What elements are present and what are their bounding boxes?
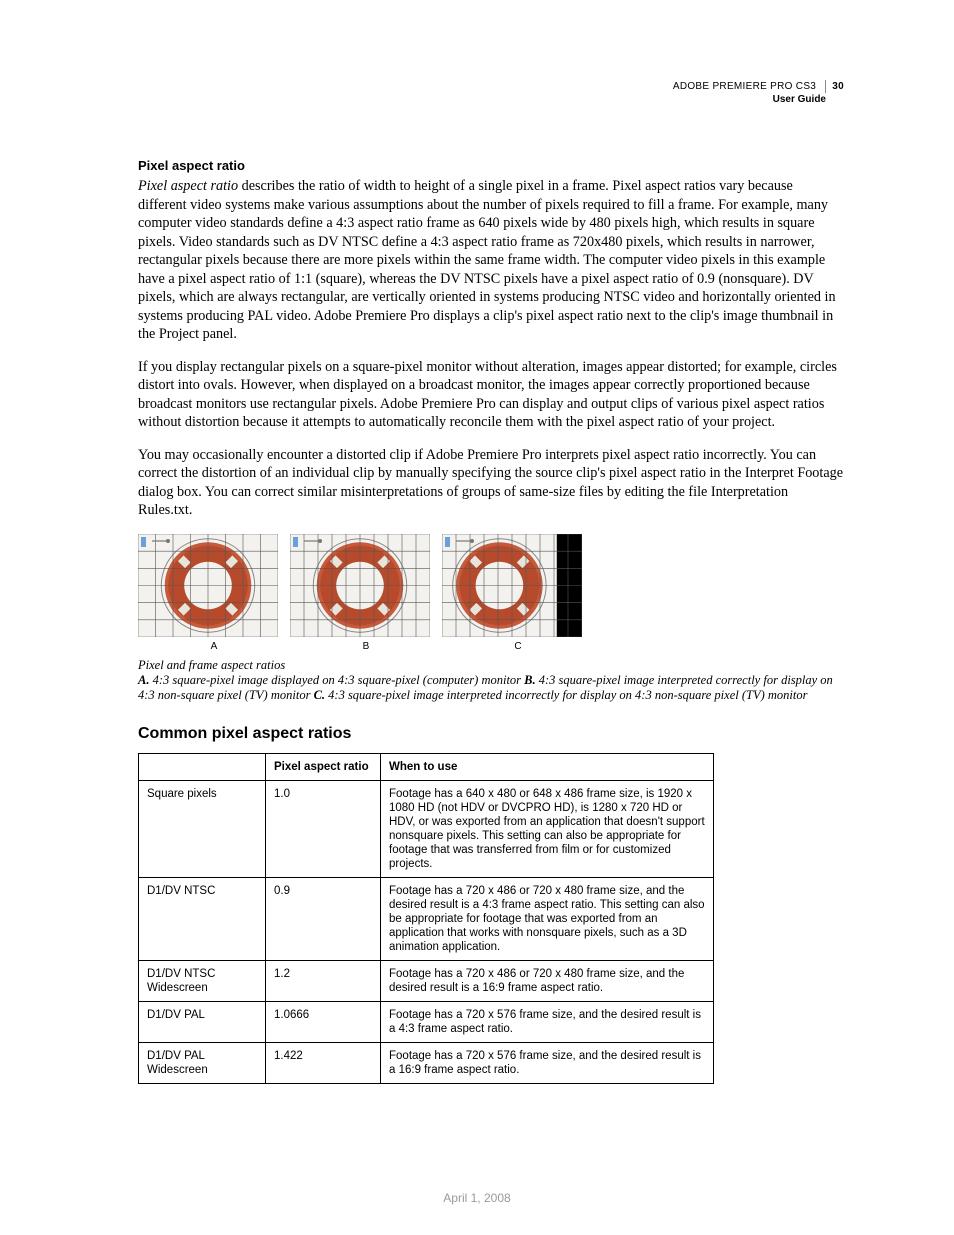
- figure-panel-label: B: [290, 641, 442, 652]
- table-cell: Footage has a 640 x 480 or 648 x 486 fra…: [381, 780, 714, 877]
- figure-labels: ABC: [138, 641, 844, 652]
- table-row: Square pixels1.0Footage has a 640 x 480 …: [139, 780, 714, 877]
- table-cell: 1.0666: [266, 1001, 381, 1042]
- page-footer-date: April 1, 2008: [0, 1191, 954, 1205]
- caption-c-label: C.: [314, 688, 325, 702]
- caption-a-label: A.: [138, 673, 149, 687]
- paragraph-2: If you display rectangular pixels on a s…: [138, 358, 844, 432]
- table-header-cell: Pixel aspect ratio: [266, 753, 381, 780]
- table-header-cell: [139, 753, 266, 780]
- table-cell: D1/DV PAL Widescreen: [139, 1042, 266, 1083]
- paragraph-1-lead: Pixel aspect ratio: [138, 178, 238, 194]
- figure-row: [138, 534, 844, 637]
- header-product: ADOBE PREMIERE PRO CS3: [673, 81, 816, 92]
- table-header-cell: When to use: [381, 753, 714, 780]
- table-cell: 1.2: [266, 960, 381, 1001]
- table-header-row: Pixel aspect ratio When to use: [139, 753, 714, 780]
- table-cell: Footage has a 720 x 576 frame size, and …: [381, 1001, 714, 1042]
- table-cell: D1/DV PAL: [139, 1001, 266, 1042]
- table-row: D1/DV PAL1.0666Footage has a 720 x 576 f…: [139, 1001, 714, 1042]
- content: Pixel aspect ratio Pixel aspect ratio de…: [138, 80, 844, 1084]
- table-cell: 1.0: [266, 780, 381, 877]
- table-cell: 0.9: [266, 877, 381, 960]
- header-doc-title: User Guide: [673, 93, 844, 106]
- table-cell: Footage has a 720 x 486 or 720 x 480 fra…: [381, 960, 714, 1001]
- figure-panel: [290, 534, 430, 637]
- table-cell: Footage has a 720 x 576 frame size, and …: [381, 1042, 714, 1083]
- table-row: D1/DV NTSC0.9Footage has a 720 x 486 or …: [139, 877, 714, 960]
- header-page-number: 30: [825, 80, 844, 93]
- page-header: ADOBE PREMIERE PRO CS3 30 User Guide: [673, 80, 844, 106]
- table-cell: D1/DV NTSC Widescreen: [139, 960, 266, 1001]
- paragraph-1: Pixel aspect ratio describes the ratio o…: [138, 177, 844, 344]
- aspect-ratio-table: Pixel aspect ratio When to use Square pi…: [138, 753, 714, 1084]
- table-cell: D1/DV NTSC: [139, 877, 266, 960]
- caption-b-label: B.: [524, 673, 535, 687]
- figure-panel: [138, 534, 278, 637]
- figure-panel-label: A: [138, 641, 290, 652]
- table-body: Square pixels1.0Footage has a 640 x 480 …: [139, 780, 714, 1083]
- table-heading: Common pixel aspect ratios: [138, 725, 844, 743]
- figure-caption-detail: A. 4:3 square-pixel image displayed on 4…: [138, 673, 844, 703]
- table-row: D1/DV PAL Widescreen1.422Footage has a 7…: [139, 1042, 714, 1083]
- paragraph-3: You may occasionally encounter a distort…: [138, 446, 844, 520]
- caption-c-text: 4:3 square-pixel image interpreted incor…: [325, 688, 807, 702]
- table-cell: 1.422: [266, 1042, 381, 1083]
- figure-panel: [442, 534, 582, 637]
- figure-panel-label: C: [442, 641, 594, 652]
- table-row: D1/DV NTSC Widescreen1.2Footage has a 72…: [139, 960, 714, 1001]
- section-heading: Pixel aspect ratio: [138, 158, 844, 173]
- page: ADOBE PREMIERE PRO CS3 30 User Guide Pix…: [0, 0, 954, 1235]
- paragraph-1-rest: describes the ratio of width to height o…: [138, 178, 836, 342]
- figure-caption-title: Pixel and frame aspect ratios: [138, 658, 844, 673]
- table-cell: Footage has a 720 x 486 or 720 x 480 fra…: [381, 877, 714, 960]
- caption-a-text: 4:3 square-pixel image displayed on 4:3 …: [149, 673, 524, 687]
- table-cell: Square pixels: [139, 780, 266, 877]
